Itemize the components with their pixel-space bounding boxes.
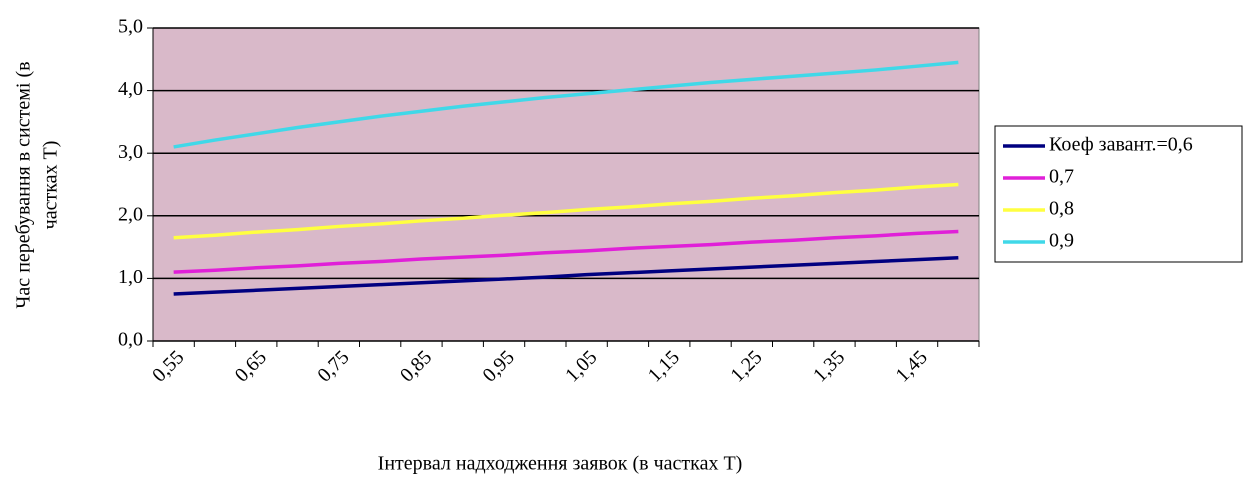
- legend-box: [994, 125, 1243, 263]
- y-tick-label: 1,0: [118, 266, 143, 288]
- x-tick-label: 1,35: [809, 346, 849, 386]
- series-line: [173, 229, 959, 274]
- y-axis-label: частках Т): [40, 141, 62, 230]
- y-axis-label: Час перебування в системі (в: [13, 61, 35, 308]
- y-tick-label: 2,0: [118, 203, 143, 225]
- x-tick-label: 0,75: [313, 346, 353, 386]
- plot-area: [152, 27, 980, 342]
- legend-label: Коеф завант.=0,6: [1049, 134, 1193, 156]
- x-tick-label: 0,55: [148, 346, 188, 386]
- y-tick-label: 4,0: [118, 78, 143, 100]
- y-tick-label: 3,0: [118, 141, 143, 163]
- x-tick-label: 0,85: [396, 346, 436, 386]
- legend-label: 0,9: [1049, 230, 1074, 252]
- x-axis-label: Інтервал надходження заявок (в частках Т…: [378, 453, 743, 475]
- x-tick-label: 1,05: [561, 346, 601, 386]
- x-tick-label: 1,15: [644, 346, 684, 386]
- y-tick-label: 5,0: [118, 16, 143, 38]
- x-tick-label: 0,65: [231, 346, 271, 386]
- x-tick-label: 1,45: [892, 346, 932, 386]
- series-line: [173, 255, 959, 296]
- legend-label: 0,8: [1049, 198, 1074, 220]
- series-line: [173, 60, 959, 149]
- series-line: [173, 182, 959, 240]
- x-tick-label: 1,25: [726, 346, 766, 386]
- y-tick-label: 0,0: [118, 329, 143, 351]
- x-tick-label: 0,95: [479, 346, 519, 386]
- legend-label: 0,7: [1049, 166, 1074, 188]
